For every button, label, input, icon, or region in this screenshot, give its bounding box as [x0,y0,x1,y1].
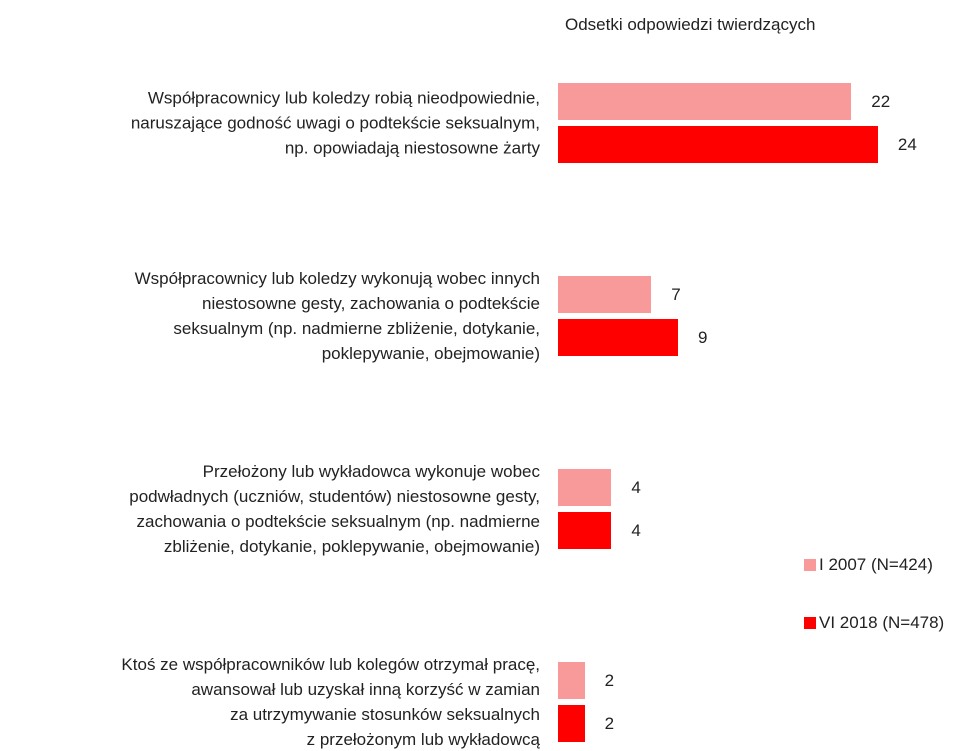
value-label: 9 [697,327,708,347]
bar [558,469,612,506]
category-label: Ktoś ze współpracowników lub kolegów otr… [121,655,540,749]
category-label: Przełożony lub wykładowca wykonuje wobec… [129,462,540,556]
bar [558,662,585,699]
bar [558,319,678,356]
legend-swatch [804,559,816,571]
legend-item: VI 2018 (N=478) [804,613,944,633]
legend-label: VI 2018 (N=478) [819,613,945,632]
category-label: Współpracownicy lub koledzy robią nieodp… [130,88,540,158]
bar [558,512,612,549]
value-label: 7 [671,284,681,304]
bar [558,276,652,313]
legend-swatch [804,617,816,629]
chart-title: Odsetki odpowiedzi twierdzących [565,15,816,34]
value-label: 4 [631,520,641,540]
bar [558,705,585,742]
legend-item: I 2007 (N=424) [804,555,933,575]
category-label: Współpracownicy lub koledzy wykonują wob… [134,269,540,363]
value-label: 2 [604,713,615,733]
value-label: 22 [871,91,891,111]
value-label: 2 [604,670,615,690]
bar [558,126,878,163]
bar [558,83,852,120]
value-label: 24 [897,134,917,154]
value-label: 4 [631,477,641,497]
legend-label: I 2007 (N=424) [819,555,933,574]
